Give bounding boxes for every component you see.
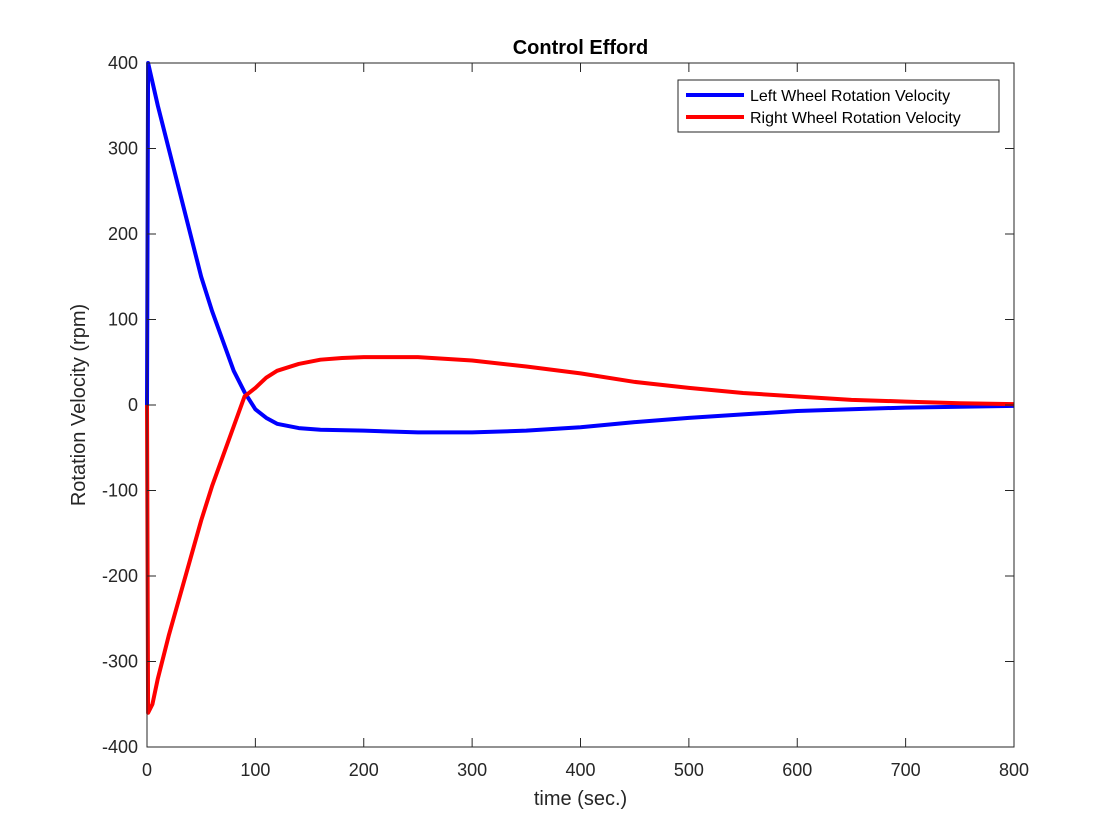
y-tick-label: 100 (108, 310, 138, 330)
y-tick-label: -100 (102, 481, 138, 501)
y-tick-label: 300 (108, 139, 138, 159)
x-tick-label: 200 (349, 760, 379, 780)
x-tick-label: 800 (999, 760, 1029, 780)
chart-title: Control Efford (513, 37, 649, 59)
axes-layer: 0 100 200 300 400 500 600 700 800 -400 -300 -200 -10… (102, 53, 1029, 780)
y-tick-label: 200 (108, 224, 138, 244)
x-tick-label: 500 (674, 760, 704, 780)
y-tick-label: 0 (128, 395, 138, 415)
plot-area (147, 63, 1014, 747)
series-line-right-wheel (145, 355, 1015, 715)
y-tick-label: -400 (102, 737, 138, 757)
legend: Left Wheel Rotation Velocity Right Wheel… (677, 79, 1000, 133)
legend-label-right-wheel: Right Wheel Rotation Velocity (750, 110, 961, 127)
x-tick-label: 700 (891, 760, 921, 780)
x-tick-label: 300 (457, 760, 487, 780)
x-tick-label: 100 (240, 760, 270, 780)
x-axis-label: time (sec.) (534, 788, 627, 810)
x-tick-label: 600 (782, 760, 812, 780)
legend-box (677, 79, 1000, 133)
y-tick-label: 400 (108, 53, 138, 73)
legend-label-left-wheel: Left Wheel Rotation Velocity (750, 88, 950, 105)
x-tick-label: 400 (565, 760, 595, 780)
y-tick-label: -200 (102, 566, 138, 586)
series-layer (145, 61, 1015, 715)
x-tick-label: 0 (142, 760, 152, 780)
series-line-left-wheel (145, 61, 1015, 435)
y-axis-label: Rotation Velocity (rpm) (68, 304, 90, 506)
y-tick-label: -300 (102, 652, 138, 672)
